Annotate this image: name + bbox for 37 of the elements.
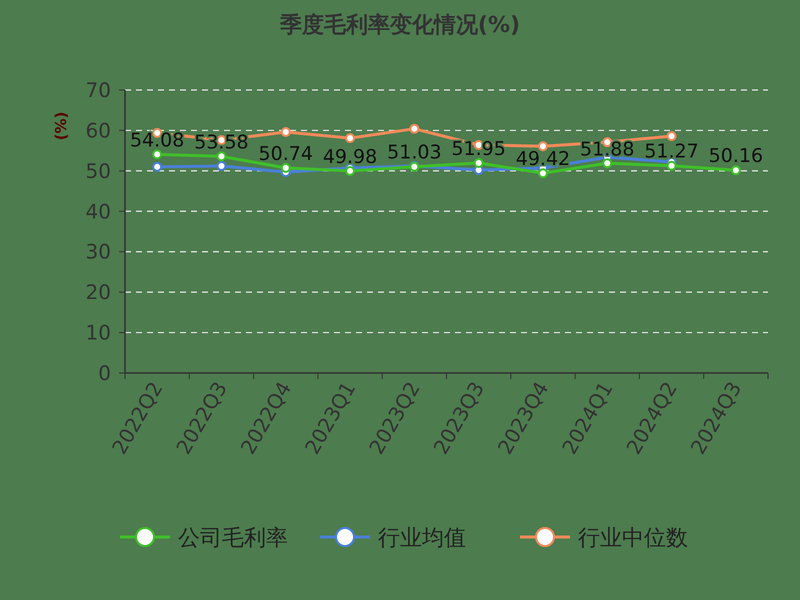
point xyxy=(474,158,484,168)
data-label: 50.74 xyxy=(258,142,313,165)
y-tick-label: 40 xyxy=(86,199,111,224)
y-tick-label: 0 xyxy=(98,361,111,385)
point xyxy=(602,158,612,168)
y-tick-label: 70 xyxy=(86,78,111,102)
point xyxy=(666,131,677,142)
point xyxy=(152,162,162,172)
data-label: 51.88 xyxy=(580,138,634,160)
data-label: 50.16 xyxy=(708,145,764,168)
y-tick-label: 20 xyxy=(86,280,111,304)
y-tick-label: 30 xyxy=(86,240,111,264)
chart-title: 季度毛利率变化情况(%) xyxy=(278,12,520,38)
data-label: 51.27 xyxy=(644,140,699,163)
data-label: 49.42 xyxy=(516,148,570,170)
y-tick-label: 10 xyxy=(86,320,111,345)
point xyxy=(280,127,291,138)
data-label: 54.08 xyxy=(130,129,184,152)
legend-label: 行业中位数 xyxy=(578,526,688,551)
point xyxy=(666,160,677,171)
point xyxy=(216,151,226,162)
point xyxy=(538,141,548,152)
point xyxy=(345,166,356,176)
legend-label: 公司毛利率 xyxy=(178,526,288,551)
point xyxy=(409,124,420,134)
point xyxy=(280,162,291,173)
y-tick-label: 60 xyxy=(86,118,111,142)
data-label: 51.03 xyxy=(387,142,442,164)
y-tick-label: 50 xyxy=(86,158,111,183)
y-axis-title: (%) xyxy=(52,112,70,140)
legend-label: 行业均值 xyxy=(378,526,466,551)
point xyxy=(152,149,162,160)
point xyxy=(538,168,548,178)
point xyxy=(216,161,226,172)
point xyxy=(730,165,741,176)
point xyxy=(345,133,356,144)
data-label: 49.98 xyxy=(322,146,378,168)
